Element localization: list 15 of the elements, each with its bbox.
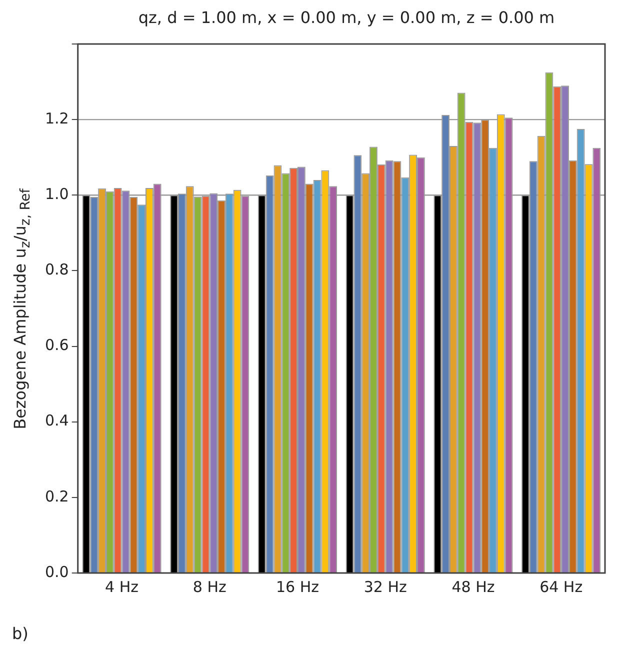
x-tick-label: 8 Hz: [192, 578, 226, 596]
y-tick-label: 0.4: [44, 412, 69, 430]
y-tick-label: 0.8: [44, 260, 69, 279]
x-tick-label: 4 Hz: [105, 578, 139, 596]
y-tick-label: 0.6: [44, 336, 69, 354]
x-tick-label: 16 Hz: [276, 578, 320, 596]
y-tick-label: 1.0: [44, 185, 69, 204]
x-tick-label: 64 Hz: [540, 578, 583, 596]
text: b): [12, 624, 28, 643]
y-tick-label: 0.0: [44, 562, 69, 581]
y-tick-label: 0.2: [44, 487, 69, 506]
x-tick-label: 48 Hz: [452, 578, 495, 596]
chart-title: qz, d = 1.00 m, x = 0.00 m, y = 0.00 m, z = 0.00 m: [137, 8, 556, 27]
y-tick-label: 1.2: [44, 109, 69, 128]
x-tick-label: 32 Hz: [364, 578, 407, 596]
